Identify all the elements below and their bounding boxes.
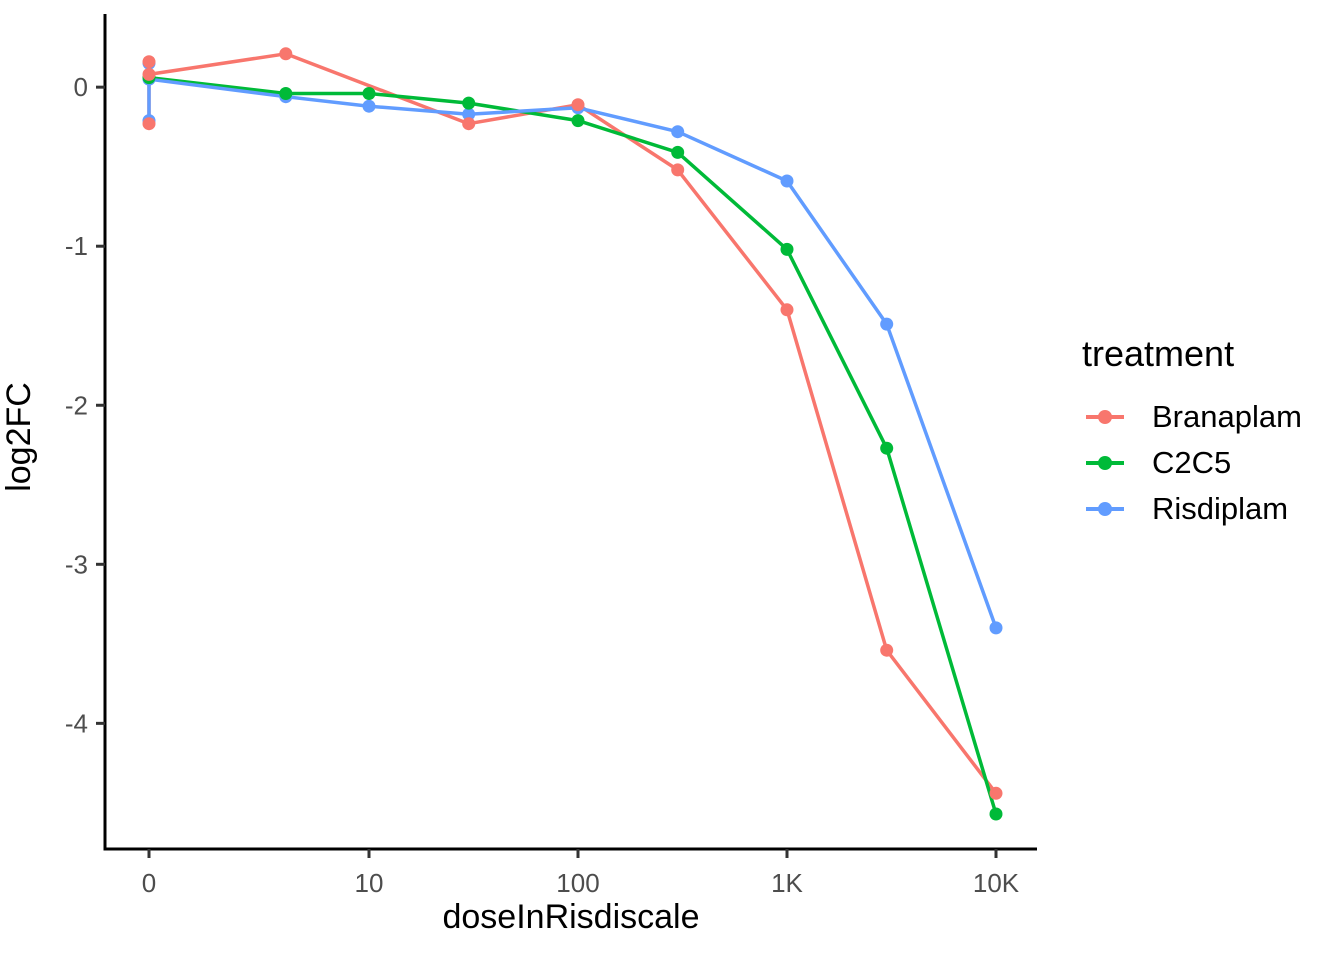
legend-item-risdiplam: Risdiplam xyxy=(1082,486,1302,532)
data-point-branaplam xyxy=(571,98,585,112)
data-point-c2c5 xyxy=(880,441,894,455)
data-point-risdiplam xyxy=(989,621,1003,635)
x-tick-label: 100 xyxy=(556,868,599,898)
data-point-c2c5 xyxy=(571,114,585,128)
data-point-risdiplam xyxy=(671,125,685,139)
legend-label-risdiplam: Risdiplam xyxy=(1152,491,1289,526)
data-point-branaplam xyxy=(279,47,293,61)
data-point-branaplam xyxy=(142,55,156,69)
y-axis-title: log2FC xyxy=(0,382,38,492)
y-tick-label: -3 xyxy=(65,549,88,579)
x-tick-label: 1K xyxy=(771,868,803,898)
series-line-risdiplam xyxy=(147,63,998,629)
data-point-branaplam xyxy=(671,163,685,177)
data-point-risdiplam xyxy=(362,99,376,113)
data-point-c2c5 xyxy=(671,145,685,159)
y-tick-label: -4 xyxy=(65,708,88,738)
data-point-risdiplam xyxy=(462,107,476,121)
data-point-risdiplam xyxy=(880,317,894,331)
series-line-c2c5 xyxy=(148,75,998,815)
data-point-branaplam xyxy=(780,303,794,317)
data-point-branaplam xyxy=(462,117,476,131)
data-point-c2c5 xyxy=(989,807,1003,821)
y-tick-label: -1 xyxy=(65,231,88,261)
plot-area: 0 10 100 1K 10K 0 -1 -2 -3 -4 xyxy=(65,14,1037,898)
legend-key-line-dot-icon xyxy=(1086,456,1124,470)
x-tick-label: 0 xyxy=(142,868,156,898)
y-tick-label: 0 xyxy=(74,72,88,102)
legend-key-line-dot-icon xyxy=(1086,502,1124,516)
legend-key-line-dot-icon xyxy=(1086,410,1124,424)
data-point-c2c5 xyxy=(362,87,376,100)
legend: treatment Branaplam C2C5 Risdiplam xyxy=(1082,334,1302,532)
data-point-c2c5 xyxy=(462,96,476,110)
x-axis-title: doseInRisdiscale xyxy=(442,898,699,936)
x-tick-label: 10K xyxy=(973,868,1020,898)
data-point-branaplam xyxy=(989,786,1003,800)
x-tick-label: 10 xyxy=(355,868,384,898)
y-tick-label: -2 xyxy=(65,390,88,420)
legend-title: treatment xyxy=(1082,333,1235,374)
data-point-risdiplam xyxy=(780,174,794,188)
data-point-c2c5 xyxy=(279,87,293,100)
legend-label-c2c5: C2C5 xyxy=(1152,445,1232,480)
legend-item-branaplam: Branaplam xyxy=(1082,394,1302,440)
data-point-c2c5 xyxy=(780,242,794,256)
legend-label-branaplam: Branaplam xyxy=(1152,399,1302,434)
data-point-branaplam xyxy=(880,643,894,657)
series-line-branaplam xyxy=(147,52,998,795)
legend-item-c2c5: C2C5 xyxy=(1082,440,1302,486)
data-point-branaplam xyxy=(142,67,156,81)
data-point-branaplam xyxy=(142,117,156,131)
